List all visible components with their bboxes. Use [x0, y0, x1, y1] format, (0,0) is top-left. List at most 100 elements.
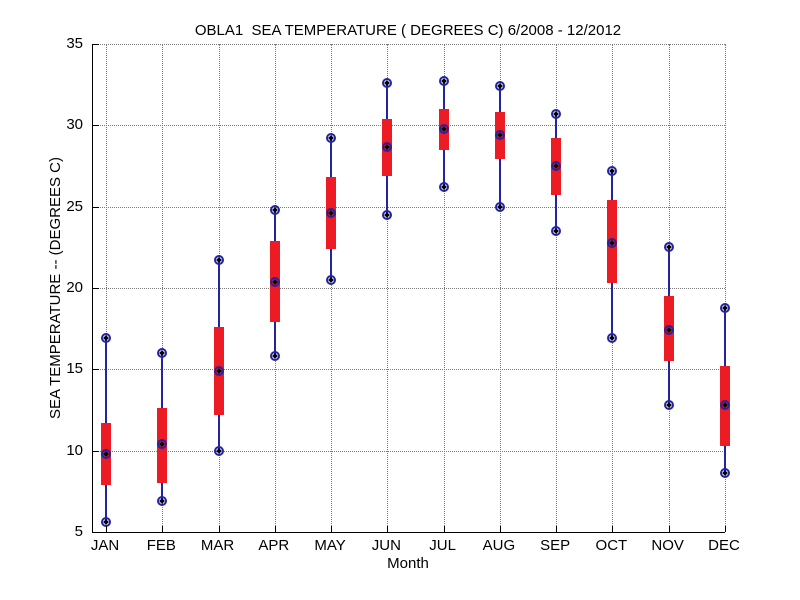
marker-dot	[497, 83, 503, 90]
x-tick-JUN	[387, 526, 389, 532]
x-tick-MAY	[331, 526, 333, 532]
marker-max-JAN	[101, 333, 111, 344]
marker-dot	[722, 402, 728, 408]
x-tick-label-AUG: AUG	[482, 537, 516, 554]
x-tick-label-FEB: FEB	[146, 537, 176, 554]
marker-min-SEP	[551, 226, 562, 237]
x-tick-FEB	[162, 526, 164, 532]
marker-dot	[440, 184, 447, 190]
y-tick-30	[93, 125, 99, 127]
marker-max-APR	[269, 204, 280, 215]
marker-dot	[103, 451, 109, 457]
v-gridline-MAY	[331, 44, 333, 532]
marker-dot	[384, 143, 391, 150]
marker-mean-MAY	[326, 208, 337, 219]
marker-mean-FEB	[157, 439, 168, 450]
marker-dot	[609, 239, 616, 246]
marker-mean-OCT	[607, 237, 618, 248]
marker-dot	[497, 132, 503, 138]
h-gridline	[93, 125, 725, 127]
marker-mean-JUL	[438, 123, 449, 134]
marker-min-DEC	[720, 468, 730, 479]
marker-min-JUN	[382, 209, 393, 220]
x-tick-label-JUL: JUL	[429, 537, 456, 554]
h-gridline	[93, 450, 725, 452]
marker-dot	[328, 135, 334, 142]
x-tick-JUL	[443, 526, 445, 532]
h-gridline	[93, 369, 725, 371]
marker-mean-SEP	[551, 161, 562, 171]
plot-area	[92, 44, 730, 533]
x-tick-label-MAR: MAR	[200, 537, 235, 554]
marker-mean-AUG	[494, 130, 505, 141]
h-gridline	[93, 44, 725, 45]
v-gridline-SEP	[556, 44, 558, 532]
v-gridline-AUG	[499, 44, 501, 532]
marker-max-DEC	[720, 302, 730, 313]
v-gridline-FEB	[162, 44, 164, 532]
marker-mean-MAR	[213, 366, 224, 376]
marker-min-APR	[269, 351, 280, 362]
x-axis-label: Month	[387, 555, 429, 572]
h-gridline	[93, 206, 725, 208]
marker-min-AUG	[494, 201, 505, 212]
x-tick-label-SEP: SEP	[540, 537, 571, 554]
marker-dot	[271, 278, 278, 285]
y-tick-5	[93, 532, 99, 533]
marker-mean-DEC	[720, 400, 730, 411]
marker-max-OCT	[607, 165, 618, 176]
x-tick-label-MAY: MAY	[314, 537, 346, 554]
marker-mean-JAN	[101, 448, 111, 459]
marker-dot	[609, 168, 616, 174]
h-gridline	[93, 288, 725, 289]
marker-dot	[215, 368, 222, 374]
marker-min-NOV	[663, 400, 674, 411]
marker-max-AUG	[494, 81, 505, 92]
marker-max-MAR	[213, 255, 224, 266]
marker-dot	[384, 80, 391, 86]
marker-dot	[665, 402, 672, 408]
x-tick-DEC	[725, 526, 726, 532]
y-tick-label-15: 15	[66, 360, 83, 378]
marker-dot	[665, 244, 672, 251]
y-tick-15	[93, 369, 99, 371]
marker-dot	[440, 78, 447, 85]
x-tick-label-DEC: DEC	[708, 537, 740, 554]
marker-dot	[159, 350, 166, 356]
marker-dot	[440, 125, 447, 132]
marker-min-MAR	[213, 445, 224, 456]
marker-max-JUN	[382, 78, 393, 88]
y-tick-label-10: 10	[66, 441, 83, 459]
marker-dot	[159, 441, 166, 448]
marker-dot	[271, 353, 278, 360]
x-tick-SEP	[556, 526, 558, 532]
marker-dot	[553, 163, 560, 169]
marker-max-SEP	[551, 108, 562, 119]
y-tick-35	[93, 44, 99, 45]
x-tick-label-JUN: JUN	[371, 537, 401, 554]
y-tick-label-35: 35	[66, 35, 83, 52]
marker-mean-JUN	[382, 141, 393, 152]
marker-max-NOV	[663, 242, 674, 253]
marker-dot	[609, 335, 616, 342]
marker-dot	[497, 203, 503, 210]
y-tick-label-5: 5	[74, 523, 83, 540]
x-tick-MAR	[218, 526, 220, 532]
y-tick-label-30: 30	[66, 116, 83, 134]
marker-min-FEB	[157, 496, 168, 507]
marker-dot	[665, 327, 672, 334]
y-tick-25	[93, 206, 99, 208]
marker-dot	[722, 470, 728, 477]
marker-dot	[328, 277, 334, 283]
marker-dot	[103, 335, 109, 342]
marker-dot	[215, 447, 222, 454]
marker-mean-APR	[269, 276, 280, 287]
marker-dot	[328, 210, 334, 217]
y-tick-10	[93, 450, 99, 452]
marker-dot	[215, 257, 222, 264]
chart-title: OBLA1 SEA TEMPERATURE ( DEGREES C) 6/200…	[194, 22, 622, 39]
marker-max-MAY	[326, 133, 337, 144]
x-tick-AUG	[499, 526, 501, 532]
x-tick-OCT	[612, 526, 614, 532]
